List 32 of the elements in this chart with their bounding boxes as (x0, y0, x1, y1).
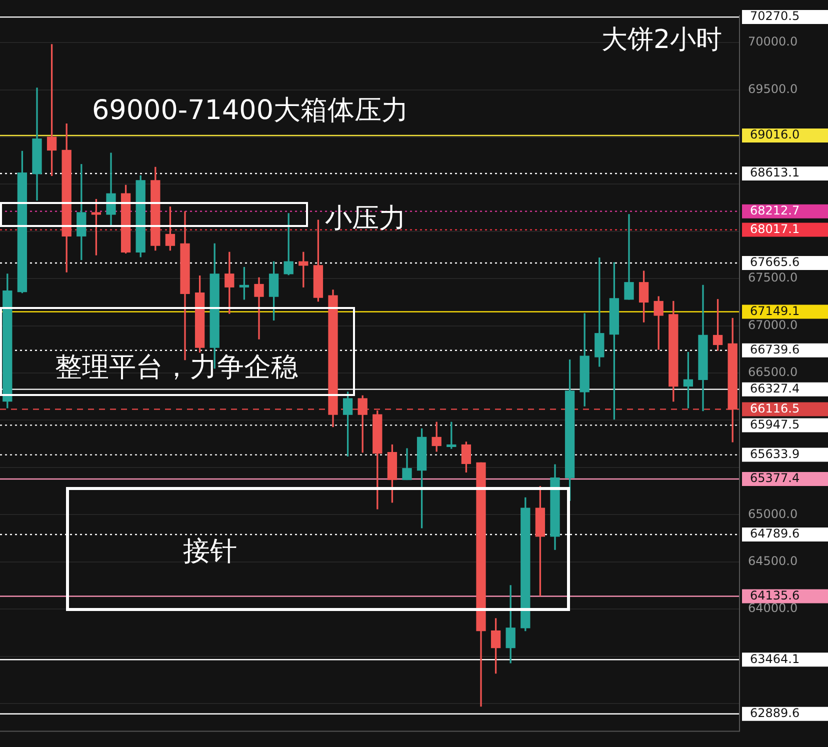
ref-line-label: 68613.1 (750, 166, 800, 180)
y-tick-label: 67500.0 (748, 270, 798, 285)
ref-line-label: 64789.6 (750, 526, 800, 541)
y-tick-label: 69500.0 (748, 82, 798, 96)
ref-line-label: 69016.0 (750, 128, 800, 142)
y-tick-label: 66500.0 (748, 365, 798, 380)
y-tick-label: 64500.0 (748, 554, 798, 568)
candlestick (624, 214, 634, 300)
annotation: 接针 (183, 536, 237, 567)
ref-line-label: 67665.6 (750, 255, 800, 270)
ref-line-label: 65633.9 (750, 446, 800, 461)
ref-line-label: 66327.4 (750, 381, 800, 396)
ref-line-label: 68017.1 (750, 222, 800, 236)
ref-line-label: 63464.1 (750, 652, 800, 666)
ref-line-label: 68212.7 (750, 203, 800, 218)
y-tick-label: 70000.0 (748, 34, 798, 49)
y-tick-label: 65000.0 (748, 506, 798, 521)
y-tick-label: 64000.0 (748, 601, 798, 616)
candlestick (254, 277, 264, 340)
ref-line-label: 65377.4 (750, 471, 800, 486)
chart-title: 大饼2小时 (601, 24, 722, 57)
annotation: 小压力 (325, 203, 406, 234)
annotation: 69000-71400大箱体压力 (92, 95, 409, 126)
ref-line-label: 67149.1 (750, 304, 800, 318)
y-tick-label: 67000.0 (748, 318, 798, 332)
ref-line-label: 64135.6 (750, 588, 800, 602)
ref-line-label: 70270.5 (750, 9, 800, 24)
ref-line-label: 66116.5 (750, 401, 800, 416)
ref-line-label: 66739.6 (750, 342, 800, 357)
ref-line-label: 65947.5 (750, 417, 800, 432)
annotation: 整理平台，力争企稳 (55, 352, 298, 383)
ref-line-label: 62889.6 (750, 706, 800, 720)
